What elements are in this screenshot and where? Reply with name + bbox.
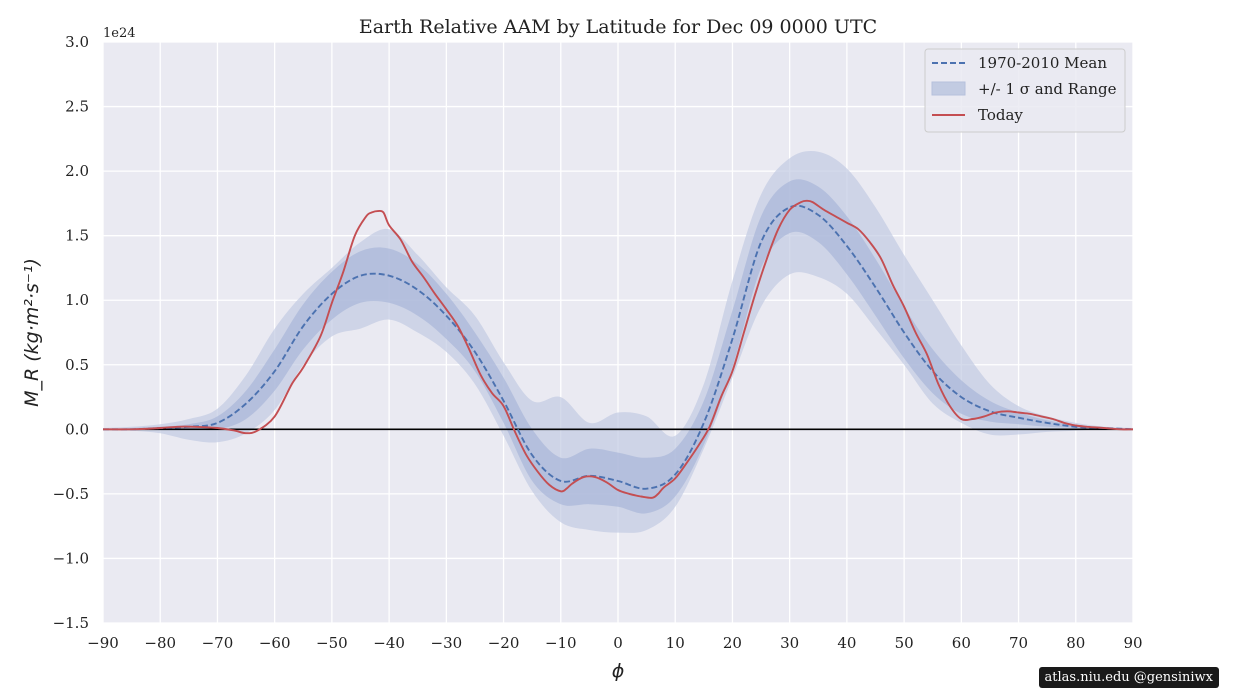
today-series-line (102, 199, 1134, 499)
x-tick-label: 20 (723, 634, 742, 652)
y-tick-label: −1.5 (53, 614, 89, 632)
mean-series-line (102, 204, 1134, 490)
x-tick-label: −10 (545, 634, 577, 652)
x-tick-label: −80 (144, 634, 176, 652)
y-tick-label: 1.0 (65, 291, 89, 309)
x-axis-ticks: −90 −80 −70 −60 −50 −40 −30 −20 −10 0 10 20 30 40 50 60… (87, 634, 1142, 652)
x-tick-label: −30 (431, 634, 463, 652)
y-axis-label: M_R (kg·m²·s⁻¹) (21, 258, 43, 407)
range-band (103, 150, 1133, 533)
x-tick-label: −70 (202, 634, 234, 652)
y-tick-label: 3.0 (65, 33, 89, 51)
legend-swatch-band (931, 81, 966, 96)
x-axis-label: ϕ (612, 660, 625, 682)
x-tick-label: −50 (316, 634, 348, 652)
x-tick-label: −60 (259, 634, 291, 652)
x-tick-label: −20 (488, 634, 520, 652)
legend-box (924, 48, 1126, 133)
x-tick-label: −90 (87, 634, 119, 652)
legend-label: Today (978, 106, 1023, 124)
y-offset-label: 1e24 (103, 26, 136, 41)
series-lines (102, 199, 1134, 499)
y-tick-label: 0.5 (65, 356, 89, 374)
y-tick-label: 1.5 (65, 227, 89, 245)
x-tick-label: 80 (1066, 634, 1085, 652)
sigma-band (103, 179, 1133, 514)
y-axis-ticks: −1.5 −1.0 −0.5 0.0 0.5 1.0 1.5 2.0 2.5 3.0 (53, 33, 89, 632)
x-tick-label: 50 (895, 634, 914, 652)
y-tick-label: −0.5 (53, 485, 89, 503)
credit-badge: atlas.niu.edu @gensiniwx (1038, 667, 1219, 688)
spread-bands (103, 150, 1133, 533)
x-tick-label: −40 (373, 634, 405, 652)
x-tick-label: 70 (1009, 634, 1028, 652)
x-tick-label: 40 (837, 634, 856, 652)
legend-label: 1970-2010 Mean (978, 54, 1107, 72)
legend-label: +/- 1 σ and Range (978, 80, 1117, 98)
legend: 1970-2010 Mean +/- 1 σ and Range Today (924, 48, 1126, 133)
x-tick-label: 0 (613, 634, 623, 652)
x-tick-label: 90 (1123, 634, 1142, 652)
y-tick-label: 0.0 (65, 420, 89, 438)
y-tick-label: 2.5 (65, 98, 89, 116)
chart-title: Earth Relative AAM by Latitude for Dec 0… (359, 16, 877, 38)
y-tick-label: 2.0 (65, 162, 89, 180)
y-tick-label: −1.0 (53, 549, 89, 567)
x-tick-label: 60 (952, 634, 971, 652)
x-tick-label: 30 (780, 634, 799, 652)
x-tick-label: 10 (666, 634, 685, 652)
